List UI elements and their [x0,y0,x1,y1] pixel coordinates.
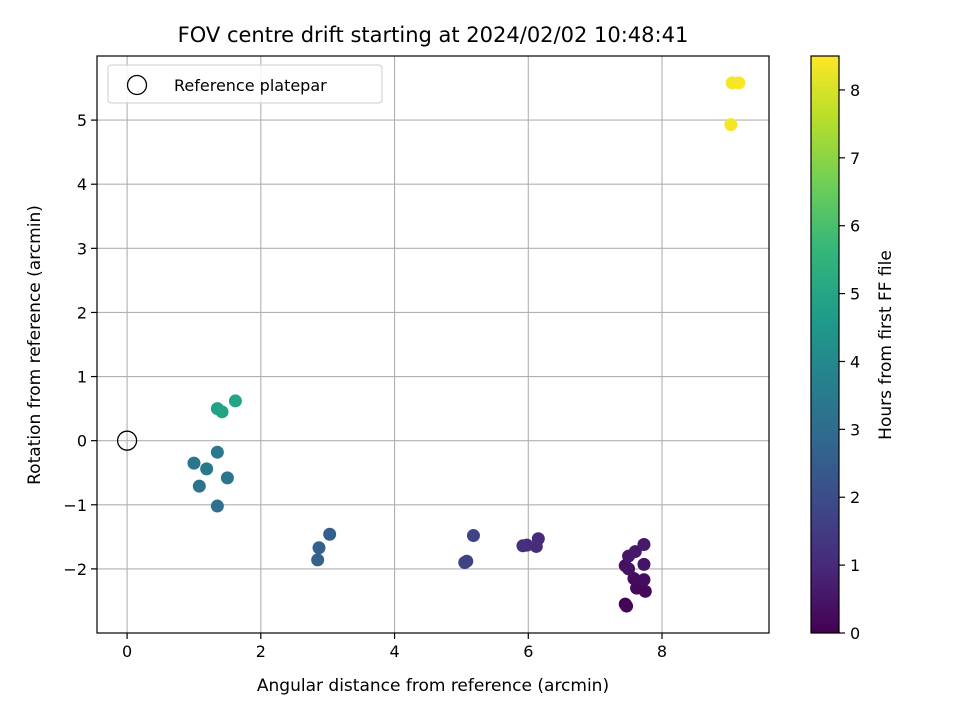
data-point [732,76,746,90]
y-tick-label: −1 [63,496,87,515]
x-tick-label: 2 [256,642,266,661]
data-point [215,405,229,419]
colorbar-tick-label: 0 [850,624,860,643]
colorbar-tick-label: 3 [850,420,860,439]
colorbar [811,56,839,633]
plot-frame [96,55,770,634]
y-tick-label: 1 [77,368,87,387]
data-point [637,573,651,587]
data-point [628,545,642,559]
x-tick-label: 8 [657,642,667,661]
data-point [200,462,214,476]
data-point [192,479,206,493]
x-tick-label: 6 [523,642,533,661]
data-point [323,527,337,541]
y-tick-label: −2 [63,560,87,579]
data-point [627,572,641,586]
data-point [210,445,224,459]
colorbar-ticks: 0 1 2 3 4 5 6 7 8 [839,81,860,643]
data-point [311,553,325,567]
y-tick-label: 3 [77,239,87,258]
data-point [460,554,474,568]
y-tick-label: 2 [77,303,87,322]
data-point [638,584,652,598]
data-point [187,456,201,470]
x-tick-label: 0 [122,642,132,661]
reference-marker [116,430,138,451]
chart-title: FOV centre drift starting at 2024/02/02 … [178,23,689,47]
y-tick-label: 0 [77,432,87,451]
colorbar-tick-label: 4 [850,352,860,371]
y-axis-ticks: −2 −1 0 1 2 3 4 5 [63,111,97,579]
colorbar-label: Hours from first FF file [876,250,896,440]
data-point [620,599,634,613]
legend: Reference platepar [107,64,383,104]
data-point [228,394,242,408]
colorbar-tick-label: 1 [850,556,860,575]
x-tick-label: 4 [389,642,399,661]
data-point [622,562,636,576]
y-tick-label: 4 [77,175,87,194]
data-point [312,541,326,555]
legend-box [107,64,383,104]
legend-label-reference: Reference platepar [174,76,327,95]
colorbar-tick-label: 8 [850,81,860,100]
data-point [724,118,738,132]
legend-marker-reference [126,74,148,96]
y-axis-label: Rotation from reference (arcmin) [25,205,45,485]
colorbar-frame [810,55,840,634]
colorbar-tick-label: 7 [850,149,860,168]
data-point [466,529,480,543]
x-axis-ticks: 0 2 4 6 8 [122,633,667,661]
data-point [210,499,224,513]
colorbar-tick-label: 2 [850,488,860,507]
colorbar-tick-label: 6 [850,217,860,236]
colorbar-tick-label: 5 [850,285,860,304]
grid-lines [97,56,769,633]
data-point [516,539,530,553]
data-points [187,76,746,613]
reference-marker-group [116,430,138,451]
y-tick-label: 5 [77,111,87,130]
data-point [220,471,234,485]
x-axis-label: Angular distance from reference (arcmin) [257,676,609,696]
data-point [637,538,651,552]
data-point [637,557,651,571]
